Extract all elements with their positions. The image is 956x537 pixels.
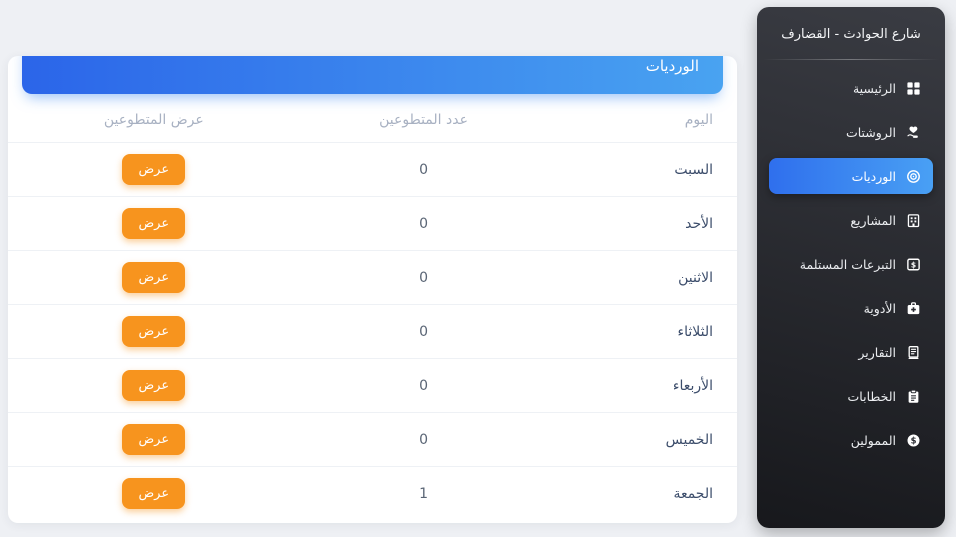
volunteer-count: 0 xyxy=(299,358,548,413)
sidebar-item-label: الممولين xyxy=(850,432,896,448)
table-row: الخميس 0 عرض xyxy=(8,412,737,467)
day-cell: الأربعاء xyxy=(547,358,737,413)
table-row: السبت 0 عرض xyxy=(8,142,737,197)
table-row: الثلاثاء 0 عرض xyxy=(8,304,737,359)
sidebar-item-funders[interactable]: $ الممولين xyxy=(769,422,933,458)
sidebar-item-prescriptions[interactable]: الروشتات xyxy=(769,114,933,150)
sidebar-item-projects[interactable]: المشاريع xyxy=(769,202,933,238)
table-body: السبت 0 عرض الأحد 0 عرض الاثنين 0 عرض الثلاثاء 0 عر… xyxy=(8,142,737,520)
day-cell: الاثنين xyxy=(547,250,737,305)
sidebar-item-label: التقارير xyxy=(858,344,896,360)
view-button[interactable]: عرض xyxy=(122,154,186,185)
sidebar-title: شارع الحوادث - القضارف xyxy=(781,27,921,42)
view-button[interactable]: عرض xyxy=(122,262,186,293)
table-row: الأحد 0 عرض xyxy=(8,196,737,251)
clipboard-icon xyxy=(905,388,921,404)
dollar-circle-icon: $ xyxy=(905,432,921,448)
shifts-target-icon xyxy=(905,168,921,184)
sidebar-item-received-donations[interactable]: $ التبرعات المستلمة xyxy=(769,246,933,282)
action-cell: عرض xyxy=(8,358,300,413)
page-header-bar: الورديات xyxy=(22,56,723,94)
sidebar-menu: الرئيسية الروشتات الورديات المشاريع $ التبرعا… xyxy=(757,60,945,468)
volunteer-count: 0 xyxy=(299,142,548,197)
view-button[interactable]: عرض xyxy=(122,370,186,401)
page-title: الورديات xyxy=(645,57,699,75)
day-cell: الجمعة xyxy=(547,466,737,520)
table-row: الاثنين 0 عرض xyxy=(8,250,737,305)
sidebar-item-label: الروشتات xyxy=(845,124,896,140)
shifts-table: اليوم عدد المتطوعين عرض المتطوعين السبت 0… xyxy=(8,94,737,520)
action-cell: عرض xyxy=(8,142,300,197)
sidebar-item-label: الرئيسية xyxy=(852,80,896,96)
report-book-icon xyxy=(905,344,921,360)
divider xyxy=(763,59,939,60)
dollar-square-icon: $ xyxy=(905,256,921,272)
column-header-view: عرض المتطوعين xyxy=(103,112,204,128)
building-icon xyxy=(905,212,921,228)
day-cell: الثلاثاء xyxy=(547,304,737,359)
sidebar-item-shifts[interactable]: الورديات xyxy=(769,158,933,194)
sidebar-item-home[interactable]: الرئيسية xyxy=(769,70,933,106)
sidebar-item-label: التبرعات المستلمة xyxy=(799,256,896,272)
action-cell: عرض xyxy=(8,250,300,305)
sidebar-item-label: الأدوية xyxy=(863,300,896,316)
dashboard-icon xyxy=(905,80,921,96)
sidebar-item-medicines[interactable]: الأدوية xyxy=(769,290,933,326)
volunteer-count: 0 xyxy=(299,304,548,359)
volunteer-count: 0 xyxy=(299,196,548,251)
day-cell: السبت xyxy=(547,142,737,197)
day-cell: الأحد xyxy=(547,196,737,251)
day-cell: الخميس xyxy=(547,412,737,467)
sidebar-item-label: الورديات xyxy=(851,168,896,184)
action-cell: عرض xyxy=(8,466,300,520)
content-card: الورديات اليوم عدد المتطوعين عرض المتطوع… xyxy=(8,56,737,523)
view-button[interactable]: عرض xyxy=(122,478,186,509)
sidebar: شارع الحوادث - القضارف الرئيسية الروشتات ا… xyxy=(757,7,945,528)
sidebar-item-reports[interactable]: التقارير xyxy=(769,334,933,370)
table-wrap: اليوم عدد المتطوعين عرض المتطوعين السبت 0… xyxy=(8,94,737,520)
table-header-row: اليوم عدد المتطوعين عرض المتطوعين xyxy=(8,94,737,143)
svg-text:$: $ xyxy=(910,435,916,445)
volunteer-count: 1 xyxy=(299,466,548,520)
action-cell: عرض xyxy=(8,304,300,359)
view-button[interactable]: عرض xyxy=(122,316,186,347)
table-row: الجمعة 1 عرض xyxy=(8,466,737,520)
volunteer-count: 0 xyxy=(299,412,548,467)
sidebar-item-label: المشاريع xyxy=(850,212,896,228)
column-header-day: اليوم xyxy=(684,112,713,128)
action-cell: عرض xyxy=(8,412,300,467)
volunteer-count: 0 xyxy=(299,250,548,305)
view-button[interactable]: عرض xyxy=(122,424,186,455)
sidebar-item-label: الخطابات xyxy=(847,388,896,404)
hand-heart-icon xyxy=(905,124,921,140)
table-row: الأربعاء 0 عرض xyxy=(8,358,737,413)
view-button[interactable]: عرض xyxy=(122,208,186,239)
column-header-count: عدد المتطوعين xyxy=(379,112,468,128)
first-aid-kit-icon xyxy=(905,300,921,316)
svg-text:$: $ xyxy=(910,260,915,269)
sidebar-item-letters[interactable]: الخطابات xyxy=(769,378,933,414)
action-cell: عرض xyxy=(8,196,300,251)
